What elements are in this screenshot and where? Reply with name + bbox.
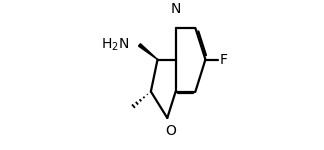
Text: O: O	[165, 123, 176, 138]
Text: N: N	[170, 2, 181, 16]
Text: H$_2$N: H$_2$N	[101, 37, 129, 53]
Text: F: F	[220, 52, 228, 66]
Polygon shape	[138, 44, 157, 60]
